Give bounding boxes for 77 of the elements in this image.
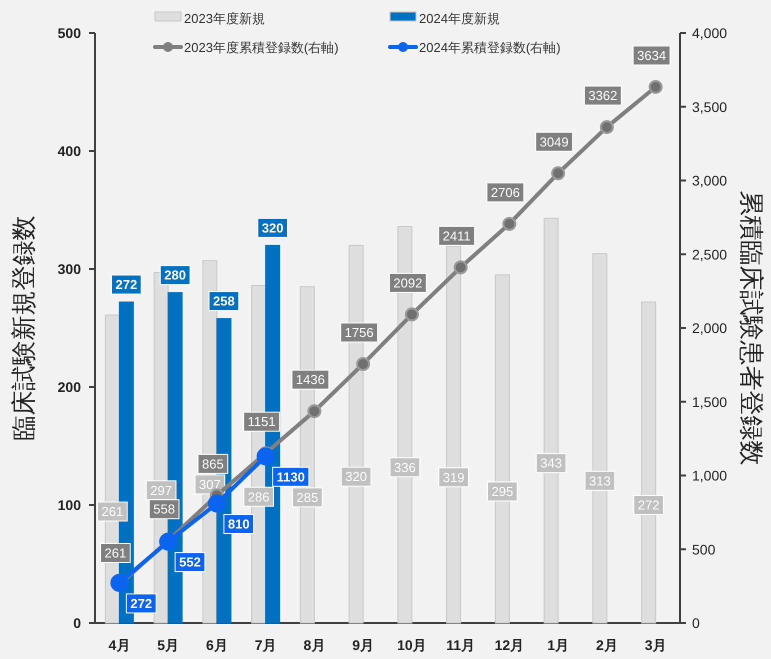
data-label: 1151 <box>248 414 276 430</box>
x-tick-label: 4月 <box>108 637 130 653</box>
legend-label: 2024年累積登録数(右軸) <box>419 40 561 55</box>
data-label: 558 <box>153 502 175 517</box>
point <box>404 307 419 322</box>
data-label: 1756 <box>344 324 374 340</box>
x-tick-label: 6月 <box>206 637 228 653</box>
y-tick-label: 200 <box>58 379 82 395</box>
data-label: 272 <box>116 277 138 292</box>
data-label: 261 <box>102 504 124 520</box>
data-label: 320 <box>345 469 367 484</box>
y-tick-label: 0 <box>73 615 82 631</box>
point <box>551 166 566 180</box>
x-tick-label: 10月 <box>397 637 427 653</box>
data-label: 2092 <box>393 275 422 290</box>
data-label: 258 <box>213 294 235 309</box>
y2-axis-title: 累積臨床試験患者登録数 <box>737 190 765 466</box>
x-tick-label: 12月 <box>494 637 524 653</box>
data-label: 295 <box>492 484 514 499</box>
x-tick-label: 8月 <box>303 637 326 653</box>
point <box>159 532 178 551</box>
point <box>307 404 322 418</box>
data-label: 865 <box>202 456 224 472</box>
y-axis-title: 臨床試験新規登録数 <box>10 216 38 440</box>
data-label: 1130 <box>276 469 305 484</box>
y2-tick-label: 1,000 <box>692 468 728 484</box>
x-tick-label: 5月 <box>157 637 180 653</box>
point <box>502 216 516 231</box>
point <box>454 260 468 274</box>
data-label: 285 <box>296 490 318 505</box>
data-label: 810 <box>228 516 250 532</box>
data-label: 272 <box>130 596 152 611</box>
y2-tick-label: 4,000 <box>692 25 728 41</box>
data-label: 280 <box>164 268 186 283</box>
legend-label: 2024年度新規 <box>419 11 500 26</box>
data-label: 336 <box>394 460 416 475</box>
x-tick-label: 9月 <box>352 637 374 653</box>
y2-tick-label: 500 <box>692 541 716 558</box>
y2-tick-label: 3,000 <box>692 172 728 188</box>
data-label: 286 <box>248 489 270 504</box>
data-label: 319 <box>442 470 464 485</box>
y-tick-label: 400 <box>58 143 82 159</box>
data-label: 2706 <box>490 184 520 200</box>
data-label: 307 <box>199 476 221 492</box>
data-label: 3049 <box>540 134 569 150</box>
y2-tick-label: 2,500 <box>692 246 728 262</box>
point <box>256 447 275 466</box>
y2-tick-label: 3,500 <box>692 98 728 115</box>
data-label: 261 <box>104 546 126 561</box>
y-tick-label: 500 <box>58 25 82 41</box>
point <box>356 356 370 371</box>
point <box>648 80 663 94</box>
point <box>208 494 226 513</box>
y2-tick-label: 0 <box>692 615 700 631</box>
legend-label: 2023年度新規 <box>184 11 265 26</box>
y-tick-label: 300 <box>58 261 82 277</box>
y-tick-label: 100 <box>58 497 82 513</box>
y2-tick-label: 1,500 <box>692 394 728 410</box>
point <box>600 120 614 134</box>
data-label: 1436 <box>296 372 325 388</box>
x-tick-label: 11月 <box>446 637 476 653</box>
data-label: 552 <box>179 554 201 570</box>
data-label: 272 <box>638 498 660 513</box>
data-label: 320 <box>262 220 284 236</box>
x-tick-label: 2月 <box>596 637 618 653</box>
data-label: 3634 <box>637 48 666 63</box>
data-label: 313 <box>589 473 611 488</box>
data-label: 2411 <box>442 228 471 244</box>
x-tick-label: 7月 <box>254 637 277 653</box>
data-label: 343 <box>540 456 562 471</box>
x-tick-label: 1月 <box>547 637 570 653</box>
legend-label: 2023年度累積登録数(右軸) <box>184 40 339 55</box>
x-tick-label: 3月 <box>644 637 667 653</box>
y2-tick-label: 2,000 <box>692 320 728 336</box>
data-label: 297 <box>150 482 172 498</box>
data-label: 3362 <box>588 88 618 104</box>
point <box>110 574 128 592</box>
